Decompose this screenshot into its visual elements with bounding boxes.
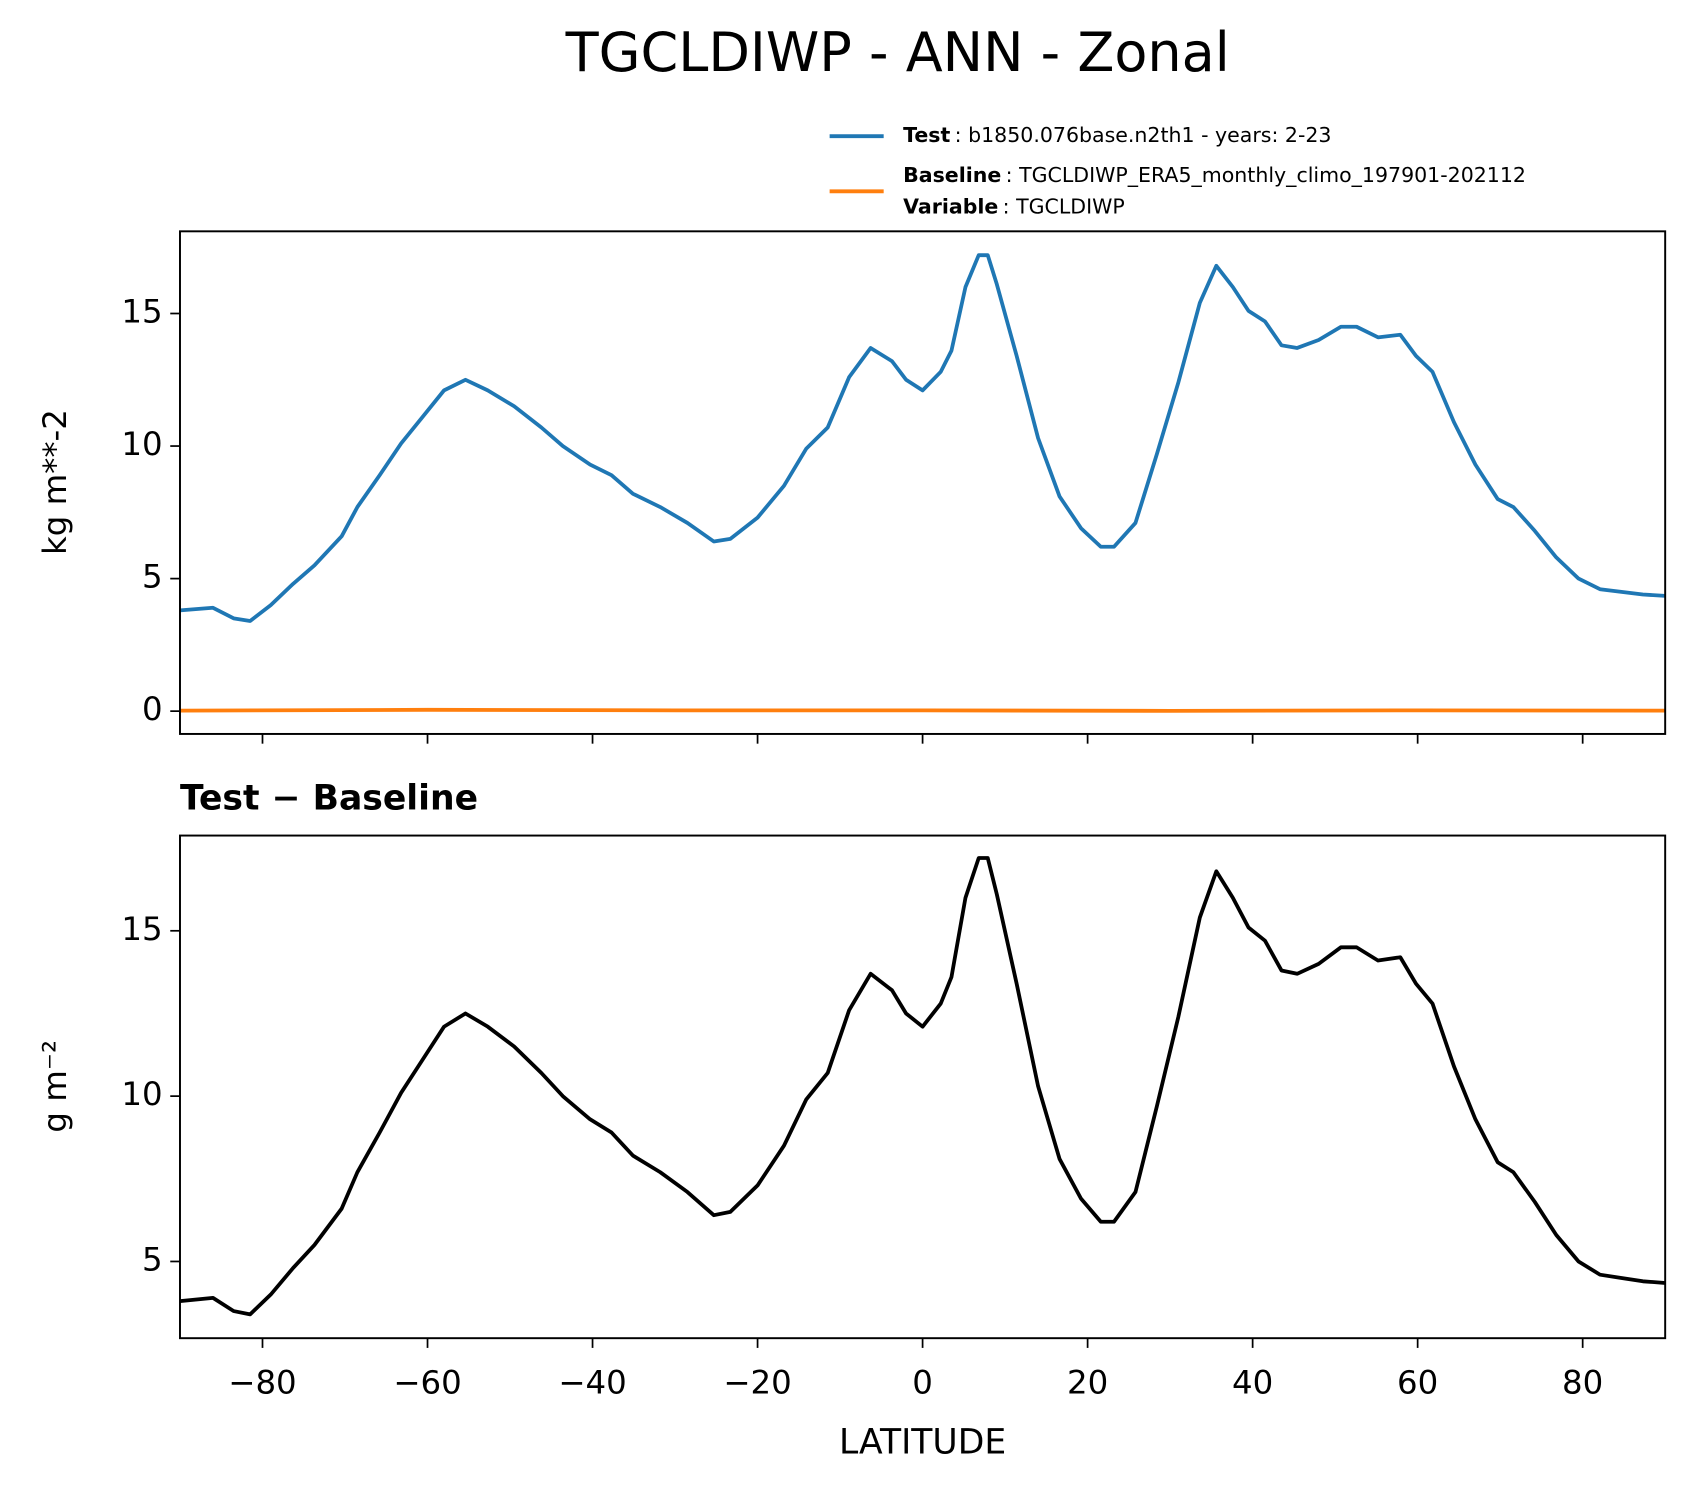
plot-frame — [179, 834, 1667, 1340]
y-tick-label: 10 — [121, 1075, 162, 1113]
legend-name: Variable — [903, 195, 998, 219]
x-tick-label: −60 — [393, 1364, 461, 1402]
x-tick-label: −40 — [558, 1364, 626, 1402]
y-axis-label: kg m**-2 — [36, 409, 74, 555]
y-axis-label: g m⁻² — [36, 1040, 74, 1133]
legend-name: Baseline — [903, 163, 1001, 187]
figure-title: TGCLDIWP - ANN - Zonal — [565, 21, 1230, 84]
legend-detail: : TGCLDIWP_ERA5_monthly_climo_197901-202… — [1006, 163, 1526, 187]
y-tick-label: 5 — [142, 1240, 163, 1278]
y-tick-label: 0 — [142, 690, 163, 728]
data-line — [179, 856, 1666, 1317]
legend-detail: : b1850.076base.n2th1 - years: 2-23 — [955, 123, 1332, 147]
x-tick-label: 80 — [1562, 1364, 1603, 1402]
y-tick-label: 15 — [121, 292, 162, 330]
x-tick-label: 0 — [912, 1364, 933, 1402]
legend-detail: : TGCLDIWP — [1003, 195, 1125, 219]
y-tick-label: 5 — [142, 558, 163, 596]
x-axis-label: LATITUDE — [839, 1423, 1006, 1463]
y-tick-label: 10 — [121, 425, 162, 463]
panel-title: Test − Baseline — [180, 778, 478, 818]
x-tick-label: 40 — [1232, 1364, 1273, 1402]
x-tick-label: −20 — [723, 1364, 791, 1402]
x-tick-label: −80 — [228, 1364, 296, 1402]
data-line — [179, 707, 1666, 713]
legend-name: Test — [903, 123, 950, 147]
x-tick-label: 60 — [1397, 1364, 1438, 1402]
plot-frame — [179, 230, 1667, 735]
x-tick-label: 20 — [1067, 1364, 1108, 1402]
data-line — [179, 253, 1666, 623]
y-tick-label: 15 — [121, 910, 162, 948]
